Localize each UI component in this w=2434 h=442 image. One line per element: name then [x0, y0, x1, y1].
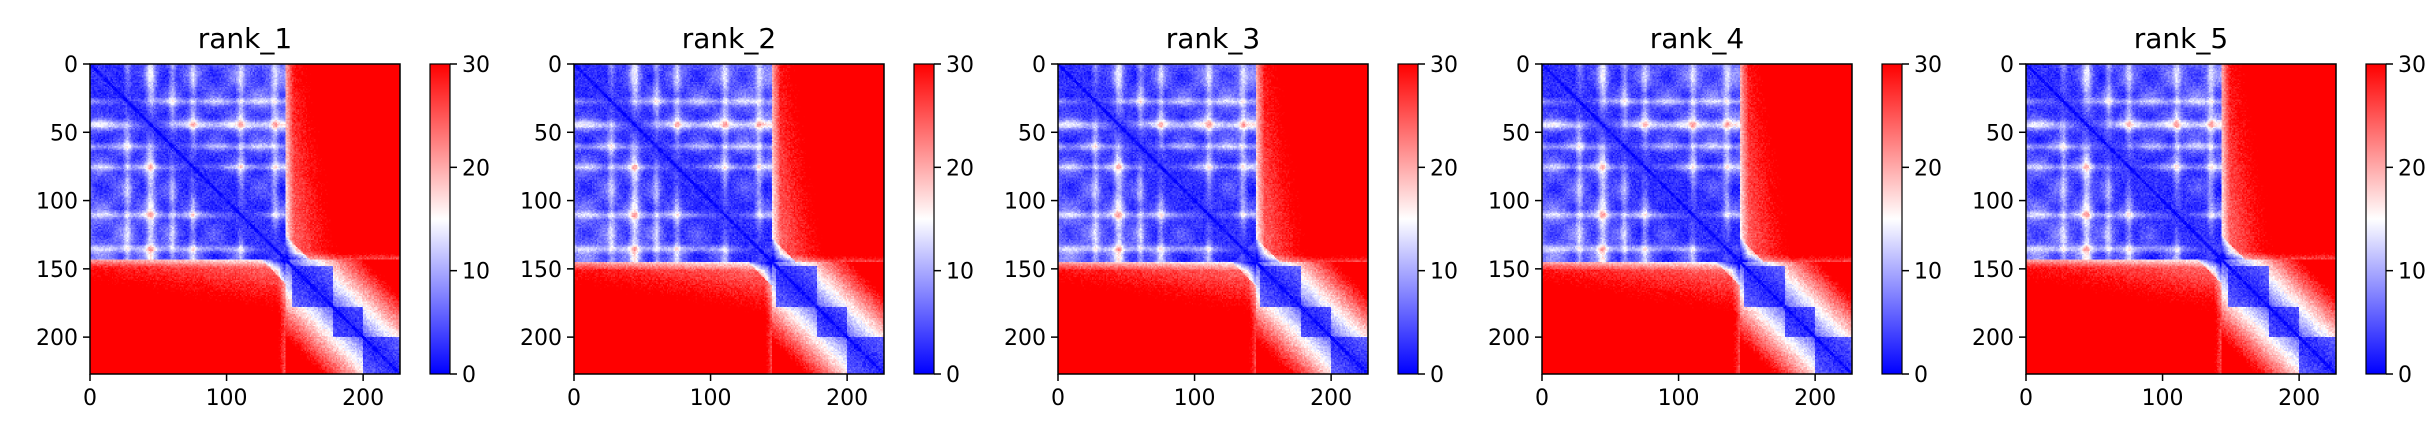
y-tick-label: 50 — [50, 121, 78, 146]
colorbar — [429, 63, 451, 375]
x-tick-label: 0 — [2019, 386, 2033, 411]
heatmap-panel: rank_1 0 100 200 0 50 100 150 200 0 10 20 30 — [36, 22, 490, 411]
colorbar-tick-label: 20 — [1914, 156, 1942, 181]
heatmap-image — [2026, 64, 2336, 374]
y-tick-label: 100 — [1488, 190, 1530, 215]
x-tick-label: 100 — [1658, 386, 1700, 411]
y-tick-label: 200 — [520, 326, 562, 351]
x-tick-label: 100 — [206, 386, 248, 411]
y-tick-label: 50 — [1018, 121, 1046, 146]
colorbar — [2365, 63, 2387, 375]
y-tick-label: 150 — [1488, 258, 1530, 283]
y-tick-label: 50 — [1986, 121, 2014, 146]
colorbar-tick-label: 30 — [1914, 53, 1942, 78]
y-tick-label: 0 — [548, 53, 562, 78]
x-tick-label: 0 — [1051, 386, 1065, 411]
y-tick-label: 0 — [2000, 53, 2014, 78]
axes-frame — [2025, 63, 2337, 375]
y-tick-label: 100 — [1004, 190, 1046, 215]
y-tick-label: 50 — [534, 121, 562, 146]
colorbar-tick-label: 0 — [1430, 363, 1444, 388]
y-tick-label: 50 — [1502, 121, 1530, 146]
x-tick-label: 0 — [567, 386, 581, 411]
y-tick-label: 100 — [1972, 190, 2014, 215]
colorbar-tick-label: 10 — [462, 260, 490, 285]
y-tick-label: 100 — [520, 190, 562, 215]
x-tick-label: 0 — [83, 386, 97, 411]
colorbar-tick-label: 10 — [946, 260, 974, 285]
axes-frame — [1541, 63, 1853, 375]
y-tick-label: 150 — [36, 258, 78, 283]
colorbar-tick-label: 10 — [1914, 260, 1942, 285]
y-tick-label: 0 — [1516, 53, 1530, 78]
y-tick-label: 0 — [64, 53, 78, 78]
y-tick-label: 200 — [36, 326, 78, 351]
x-tick-label: 200 — [1310, 386, 1352, 411]
heatmap-image — [90, 64, 400, 374]
y-tick-label: 0 — [1032, 53, 1046, 78]
colorbar-tick-label: 30 — [462, 53, 490, 78]
y-tick-label: 200 — [1972, 326, 2014, 351]
panel-title: rank_1 — [198, 22, 292, 55]
panel-title: rank_5 — [2134, 22, 2228, 55]
heatmap-image — [1542, 64, 1852, 374]
colorbar-tick-label: 30 — [2398, 53, 2426, 78]
y-tick-label: 100 — [36, 190, 78, 215]
x-tick-label: 100 — [1174, 386, 1216, 411]
y-tick-label: 150 — [520, 258, 562, 283]
colorbar-tick-label: 10 — [1430, 260, 1458, 285]
y-tick-label: 200 — [1488, 326, 1530, 351]
colorbar-tick-label: 20 — [946, 156, 974, 181]
colorbar — [1881, 63, 1903, 375]
colorbar — [913, 63, 935, 375]
y-tick-label: 150 — [1004, 258, 1046, 283]
colorbar-tick-label: 30 — [1430, 53, 1458, 78]
colorbar-tick-label: 0 — [2398, 363, 2412, 388]
axes-frame — [1057, 63, 1369, 375]
axes-frame — [89, 63, 401, 375]
colorbar-tick-label: 0 — [462, 363, 476, 388]
y-tick-label: 200 — [1004, 326, 1046, 351]
colorbar-tick-label: 20 — [462, 156, 490, 181]
heatmap-panel: rank_4 0 100 200 0 50 100 150 200 0 10 20 30 — [1488, 22, 1942, 411]
x-tick-label: 0 — [1535, 386, 1549, 411]
x-tick-label: 200 — [342, 386, 384, 411]
heatmap-panel: rank_5 0 100 200 0 50 100 150 200 0 10 20 30 — [1972, 22, 2426, 411]
panel-title: rank_4 — [1650, 22, 1744, 55]
colorbar-tick-label: 20 — [1430, 156, 1458, 181]
x-tick-label: 200 — [1794, 386, 1836, 411]
x-tick-label: 100 — [690, 386, 732, 411]
heatmap-panel: rank_2 0 100 200 0 50 100 150 200 0 10 20 30 — [520, 22, 974, 411]
x-tick-label: 200 — [2278, 386, 2320, 411]
panel-title: rank_2 — [682, 22, 776, 55]
x-tick-label: 100 — [2142, 386, 2184, 411]
heatmap-image — [1058, 64, 1368, 374]
colorbar-tick-label: 0 — [946, 363, 960, 388]
colorbar — [1397, 63, 1419, 375]
heatmap-panel: rank_3 0 100 200 0 50 100 150 200 0 10 20 30 — [1004, 22, 1458, 411]
colorbar-tick-label: 0 — [1914, 363, 1928, 388]
axes-frame — [573, 63, 885, 375]
heatmap-image — [574, 64, 884, 374]
colorbar-tick-label: 20 — [2398, 156, 2426, 181]
panel-title: rank_3 — [1166, 22, 1260, 55]
x-tick-label: 200 — [826, 386, 868, 411]
colorbar-tick-label: 10 — [2398, 260, 2426, 285]
y-tick-label: 150 — [1972, 258, 2014, 283]
colorbar-tick-label: 30 — [946, 53, 974, 78]
